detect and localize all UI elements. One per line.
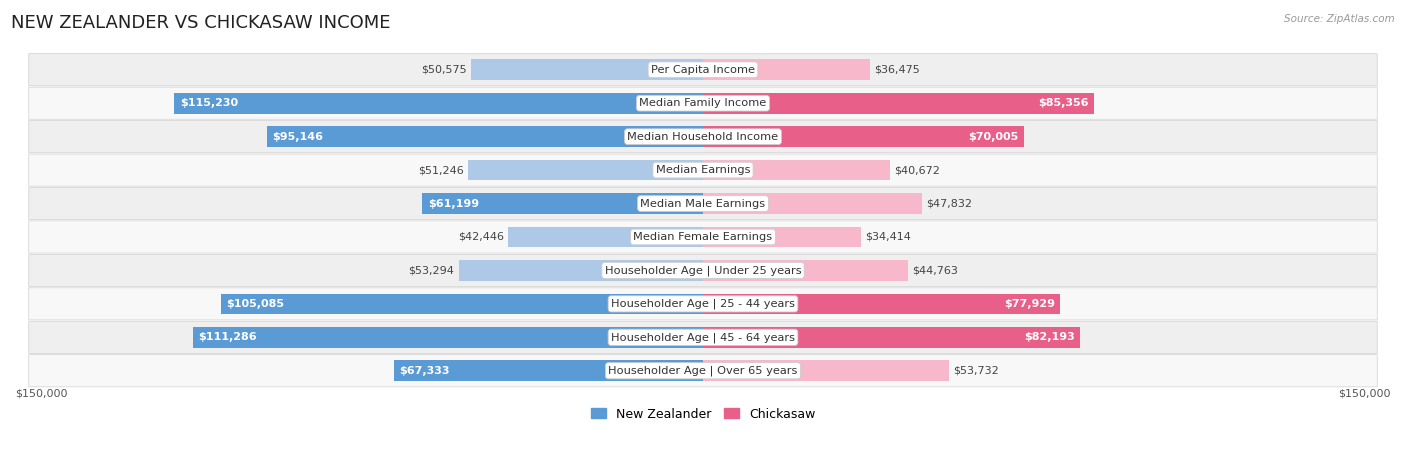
Text: $53,294: $53,294 bbox=[409, 265, 454, 276]
Bar bbox=[422, 193, 703, 214]
Text: $67,333: $67,333 bbox=[399, 366, 450, 376]
FancyBboxPatch shape bbox=[28, 221, 1378, 253]
Text: NEW ZEALANDER VS CHICKASAW INCOME: NEW ZEALANDER VS CHICKASAW INCOME bbox=[11, 14, 391, 32]
Text: Median Earnings: Median Earnings bbox=[655, 165, 751, 175]
Bar bbox=[193, 327, 703, 348]
Text: $50,575: $50,575 bbox=[422, 65, 467, 75]
Text: Householder Age | Over 65 years: Householder Age | Over 65 years bbox=[609, 366, 797, 376]
Bar bbox=[703, 293, 1060, 314]
Text: Householder Age | Under 25 years: Householder Age | Under 25 years bbox=[605, 265, 801, 276]
Bar bbox=[703, 126, 1024, 147]
FancyBboxPatch shape bbox=[28, 255, 1378, 286]
Bar bbox=[703, 93, 1094, 113]
Text: $150,000: $150,000 bbox=[15, 388, 67, 398]
Text: Householder Age | 25 - 44 years: Householder Age | 25 - 44 years bbox=[612, 298, 794, 309]
Text: $95,146: $95,146 bbox=[273, 132, 323, 142]
Text: Source: ZipAtlas.com: Source: ZipAtlas.com bbox=[1284, 14, 1395, 24]
Text: Per Capita Income: Per Capita Income bbox=[651, 65, 755, 75]
Text: Median Female Earnings: Median Female Earnings bbox=[634, 232, 772, 242]
Bar bbox=[468, 160, 703, 180]
Bar bbox=[267, 126, 703, 147]
Text: $105,085: $105,085 bbox=[226, 299, 284, 309]
Text: $40,672: $40,672 bbox=[894, 165, 939, 175]
Bar bbox=[221, 293, 703, 314]
FancyBboxPatch shape bbox=[28, 120, 1378, 153]
Text: $36,475: $36,475 bbox=[875, 65, 920, 75]
Text: $85,356: $85,356 bbox=[1039, 98, 1090, 108]
Text: $34,414: $34,414 bbox=[865, 232, 911, 242]
Bar bbox=[458, 260, 703, 281]
Bar bbox=[703, 193, 922, 214]
FancyBboxPatch shape bbox=[28, 321, 1378, 354]
Text: $70,005: $70,005 bbox=[969, 132, 1018, 142]
Text: $51,246: $51,246 bbox=[418, 165, 464, 175]
FancyBboxPatch shape bbox=[28, 355, 1378, 387]
Text: $111,286: $111,286 bbox=[198, 333, 257, 342]
Text: $115,230: $115,230 bbox=[180, 98, 238, 108]
Bar bbox=[703, 160, 890, 180]
Text: $47,832: $47,832 bbox=[927, 198, 973, 209]
Text: $77,929: $77,929 bbox=[1004, 299, 1054, 309]
Text: $150,000: $150,000 bbox=[1339, 388, 1391, 398]
Bar bbox=[703, 226, 860, 248]
FancyBboxPatch shape bbox=[28, 187, 1378, 219]
Bar bbox=[509, 226, 703, 248]
FancyBboxPatch shape bbox=[28, 154, 1378, 186]
Bar bbox=[394, 361, 703, 381]
Bar bbox=[174, 93, 703, 113]
Text: Householder Age | 45 - 64 years: Householder Age | 45 - 64 years bbox=[612, 332, 794, 343]
Text: Median Household Income: Median Household Income bbox=[627, 132, 779, 142]
FancyBboxPatch shape bbox=[28, 87, 1378, 119]
Text: $42,446: $42,446 bbox=[458, 232, 505, 242]
Text: Median Male Earnings: Median Male Earnings bbox=[641, 198, 765, 209]
Bar bbox=[703, 327, 1080, 348]
Bar bbox=[703, 361, 949, 381]
Bar bbox=[703, 59, 870, 80]
Text: Median Family Income: Median Family Income bbox=[640, 98, 766, 108]
Text: $53,732: $53,732 bbox=[953, 366, 1000, 376]
FancyBboxPatch shape bbox=[28, 288, 1378, 320]
Bar bbox=[471, 59, 703, 80]
Text: $61,199: $61,199 bbox=[427, 198, 479, 209]
Text: $82,193: $82,193 bbox=[1024, 333, 1074, 342]
Bar bbox=[703, 260, 908, 281]
Text: $44,763: $44,763 bbox=[912, 265, 959, 276]
FancyBboxPatch shape bbox=[28, 54, 1378, 86]
Legend: New Zealander, Chickasaw: New Zealander, Chickasaw bbox=[586, 403, 820, 425]
